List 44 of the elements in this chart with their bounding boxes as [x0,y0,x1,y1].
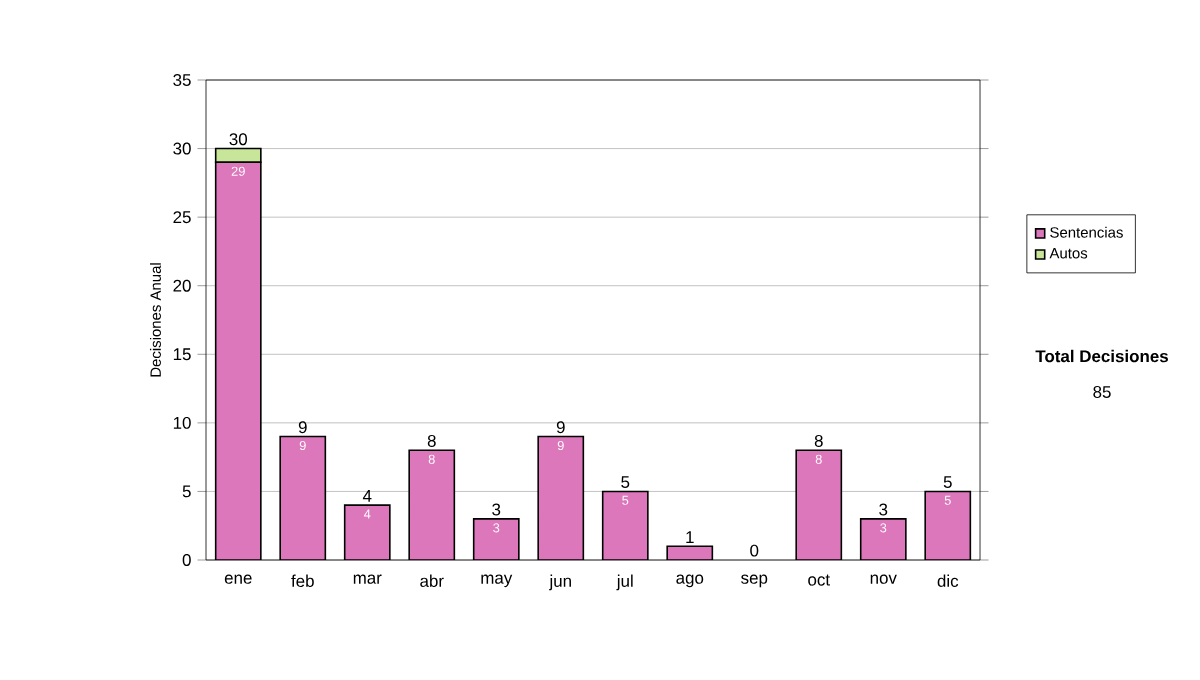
total-label: 8 [427,434,436,447]
bar [538,436,584,560]
total-label: 9 [298,421,307,434]
bar [859,518,907,560]
bar [602,491,648,560]
text: 85 [1093,386,1111,398]
bar [344,505,390,560]
total-label: 1 [686,531,694,543]
x-tick-label: jul [616,574,633,591]
x-tick-label: feb [291,574,314,587]
y-tick-label: 30 [173,142,191,155]
total-label: 5 [943,476,952,489]
y-tick-label: 0 [182,554,191,566]
x-tick-label: jun [549,574,571,591]
bar [473,518,519,560]
y-tick-label: 15 [173,348,191,361]
total-label: 9 [556,421,565,434]
y-tick-label: 25 [173,211,191,224]
text: Total Decisiones [1035,349,1168,363]
x-tick-label: abr [420,574,444,587]
total-label: 30 [229,133,248,146]
y-tick-label: 5 [182,485,191,498]
total-label: 3 [879,503,888,516]
x-tick-label: mar [353,574,382,584]
x-tick-label: ene [224,574,252,584]
y-tick-label: 35 [173,74,191,86]
y-tick-label: 10 [173,416,191,429]
bar [215,162,261,560]
total-label: 4 [362,490,372,502]
x-tick-label: dic [937,574,959,587]
bar [795,449,843,560]
x-tick-label: nov [870,574,897,584]
bar [280,436,326,560]
total-label: 5 [621,476,630,489]
x-tick-label: ago [676,574,704,588]
x-tick-label: may [481,574,513,588]
total-label: 8 [814,434,823,447]
x-tick-label: oct [808,574,830,586]
bar [924,490,972,560]
bar [409,450,455,560]
x-tick-label: sep [741,574,768,588]
total-label: 3 [492,503,501,516]
total-label: 0 [750,544,759,557]
y-tick-label: 20 [173,279,191,292]
